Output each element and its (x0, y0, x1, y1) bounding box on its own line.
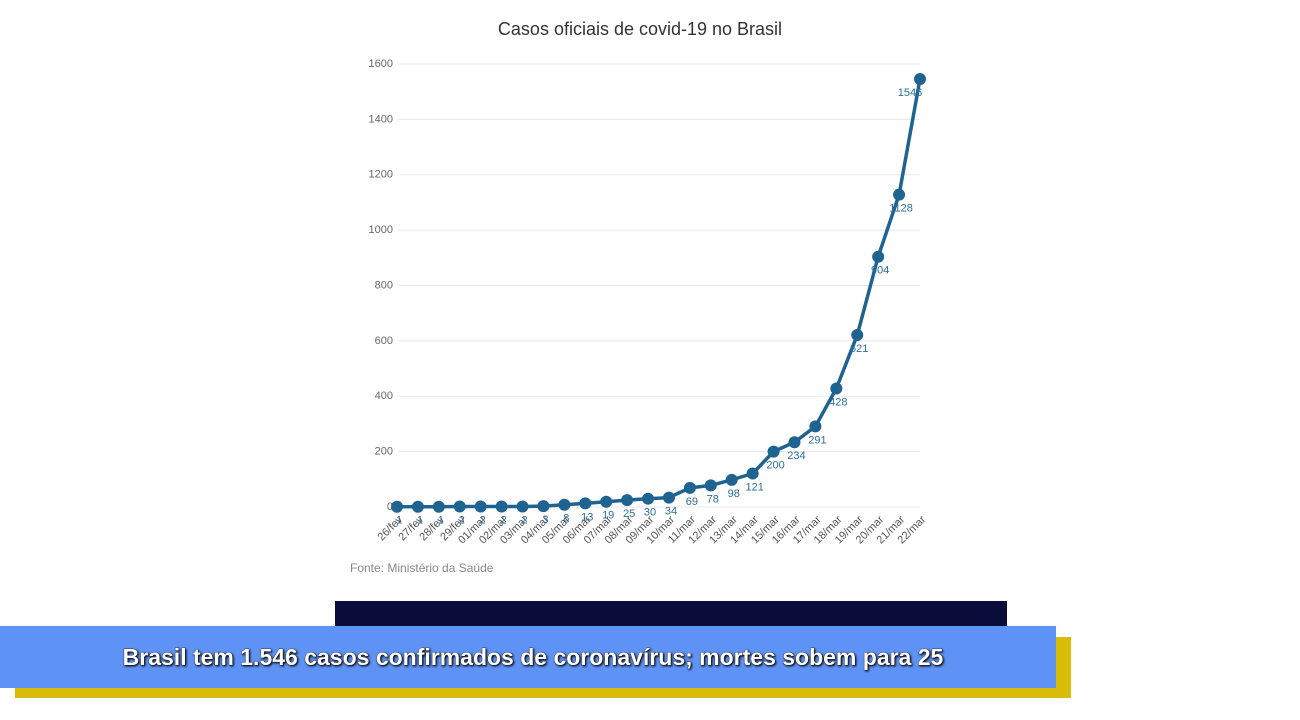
point (788, 436, 801, 449)
data-label: 98 (728, 488, 740, 500)
point (411, 500, 424, 513)
y-tick-label: 1600 (369, 58, 393, 70)
point (725, 473, 738, 486)
data-label: 1128 (889, 203, 913, 215)
point (767, 445, 780, 458)
point (432, 500, 445, 513)
point (914, 72, 926, 85)
data-label: 1 (438, 515, 444, 527)
point (851, 329, 864, 342)
data-label: 25 (623, 508, 635, 520)
point (893, 188, 906, 201)
line (397, 78, 922, 509)
data-label: 30 (644, 507, 656, 519)
y-tick-label: 1000 (369, 224, 393, 236)
point (516, 500, 529, 513)
point (683, 481, 696, 494)
data-label: 234 (787, 450, 805, 462)
point (453, 500, 466, 513)
y-tick-label: 0 (387, 501, 393, 513)
y-tick-label: 200 (375, 446, 393, 458)
chart-title: Casos oficiais de covid-19 no Brasil (498, 19, 782, 39)
point (830, 382, 843, 395)
point (558, 498, 571, 511)
data-label: 3 (542, 514, 548, 526)
data-label: 291 (808, 434, 826, 446)
y-tick-label: 600 (375, 335, 393, 347)
data-label: 1546 (898, 87, 922, 99)
data-label: 2 (521, 514, 527, 526)
point (495, 500, 508, 513)
y-tick-label: 400 (375, 390, 393, 402)
point (642, 492, 655, 505)
data-label: 904 (871, 265, 889, 277)
data-label: 428 (829, 396, 847, 408)
data-label: 1 (417, 515, 423, 527)
point (391, 500, 403, 513)
point (872, 250, 885, 263)
data-label: 69 (686, 496, 698, 508)
point (600, 495, 613, 508)
y-tick-label: 1400 (369, 113, 393, 125)
data-label: 78 (707, 493, 719, 505)
data-label: 2 (501, 514, 507, 526)
banner (0, 626, 1056, 688)
data-label: 2 (459, 514, 465, 526)
data-label: 200 (766, 460, 784, 472)
point (809, 420, 822, 433)
banner-top (335, 601, 1007, 628)
point (537, 500, 550, 513)
data-label: 8 (563, 513, 569, 525)
data-label: 1 (396, 515, 402, 527)
point (704, 479, 717, 492)
y-tick-label: 800 (375, 279, 393, 291)
data-label: 19 (602, 510, 614, 522)
point (662, 491, 675, 504)
data-label: 34 (665, 505, 677, 517)
data-label: 621 (850, 343, 868, 355)
banner-text: Brasil tem 1.546 casos confirmados de co… (123, 644, 944, 670)
data-label: 121 (745, 481, 763, 493)
point (621, 494, 634, 507)
point (746, 467, 759, 480)
data-label: 13 (581, 511, 593, 523)
y-tick-label: 1200 (369, 169, 393, 181)
source: Fonte: Ministério da Saúde (350, 561, 494, 575)
point (474, 500, 487, 513)
data-label: 2 (480, 514, 486, 526)
point (579, 497, 592, 510)
